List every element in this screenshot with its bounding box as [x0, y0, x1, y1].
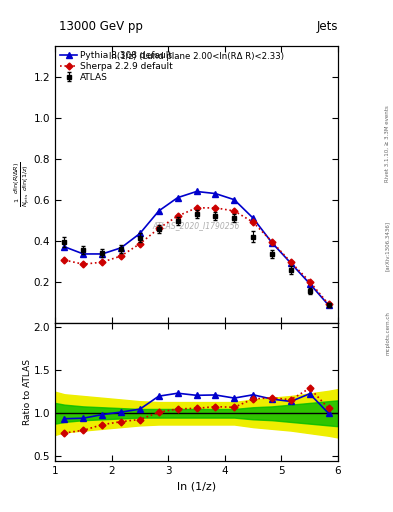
Text: ln(1/z) (Lund plane 2.00<ln(RΔ R)<2.33): ln(1/z) (Lund plane 2.00<ln(RΔ R)<2.33): [109, 52, 284, 60]
Pythia 8.308 default: [251, 215, 255, 221]
Text: ATLAS_2020_I1790256: ATLAS_2020_I1790256: [153, 221, 240, 230]
Pythia 8.308 default: [138, 230, 142, 237]
Sherpa 2.2.9 default: [62, 257, 67, 263]
Pythia 8.308 default: [213, 190, 218, 197]
Sherpa 2.2.9 default: [156, 225, 161, 231]
Sherpa 2.2.9 default: [270, 239, 274, 245]
Y-axis label: Ratio to ATLAS: Ratio to ATLAS: [23, 359, 32, 424]
Pythia 8.308 default: [270, 240, 274, 246]
Legend: Pythia 8.308 default, Sherpa 2.2.9 default, ATLAS: Pythia 8.308 default, Sherpa 2.2.9 defau…: [57, 48, 177, 86]
X-axis label: ln (1/z): ln (1/z): [177, 481, 216, 491]
Text: Jets: Jets: [316, 20, 338, 33]
Pythia 8.308 default: [307, 281, 312, 287]
Text: 13000 GeV pp: 13000 GeV pp: [59, 20, 143, 33]
Sherpa 2.2.9 default: [213, 205, 218, 211]
Line: Pythia 8.308 default: Pythia 8.308 default: [61, 188, 332, 308]
Pythia 8.308 default: [194, 188, 199, 195]
Sherpa 2.2.9 default: [194, 205, 199, 211]
Sherpa 2.2.9 default: [100, 259, 105, 265]
Sherpa 2.2.9 default: [326, 301, 331, 307]
Sherpa 2.2.9 default: [307, 279, 312, 285]
Sherpa 2.2.9 default: [232, 208, 237, 214]
Sherpa 2.2.9 default: [119, 253, 123, 259]
Y-axis label: $\frac{1}{N_\mathrm{jets}}\frac{d\ln(R/\Delta R)}{d\ln(1/z)}$: $\frac{1}{N_\mathrm{jets}}\frac{d\ln(R/\…: [13, 161, 32, 207]
Pythia 8.308 default: [119, 245, 123, 251]
Pythia 8.308 default: [81, 251, 86, 257]
Pythia 8.308 default: [156, 208, 161, 214]
Sherpa 2.2.9 default: [175, 213, 180, 219]
Text: [arXiv:1306.3436]: [arXiv:1306.3436]: [385, 221, 390, 271]
Text: mcplots.cern.ch: mcplots.cern.ch: [385, 311, 390, 355]
Sherpa 2.2.9 default: [288, 259, 293, 265]
Pythia 8.308 default: [288, 260, 293, 266]
Pythia 8.308 default: [326, 302, 331, 308]
Sherpa 2.2.9 default: [251, 219, 255, 225]
Line: Sherpa 2.2.9 default: Sherpa 2.2.9 default: [62, 205, 331, 307]
Sherpa 2.2.9 default: [138, 241, 142, 247]
Pythia 8.308 default: [175, 195, 180, 201]
Pythia 8.308 default: [232, 197, 237, 203]
Pythia 8.308 default: [100, 251, 105, 257]
Pythia 8.308 default: [62, 244, 67, 250]
Sherpa 2.2.9 default: [81, 261, 86, 267]
Text: Rivet 3.1.10, ≥ 3.3M events: Rivet 3.1.10, ≥ 3.3M events: [385, 105, 390, 182]
